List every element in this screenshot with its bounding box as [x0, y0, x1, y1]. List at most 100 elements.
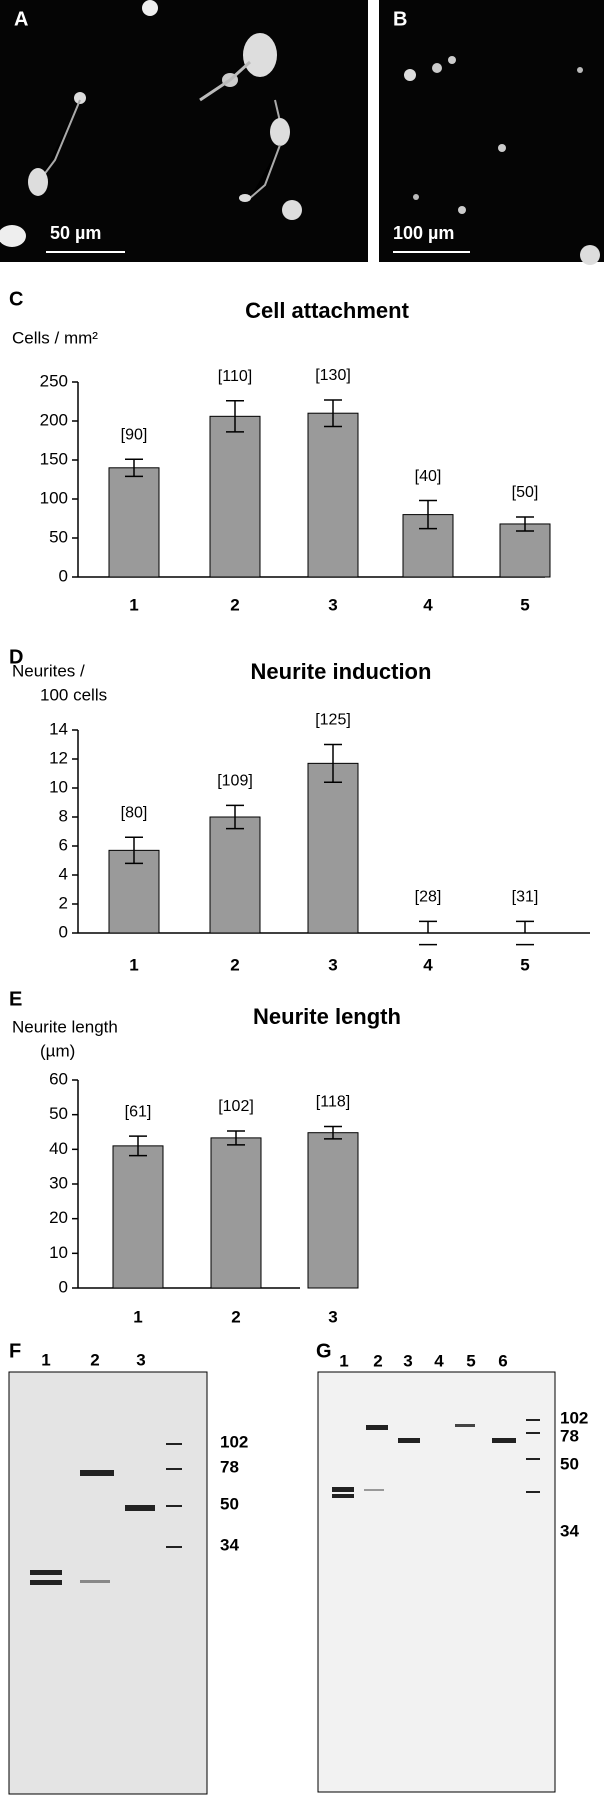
x-tick-label: 5	[520, 595, 529, 614]
bar	[499, 523, 551, 578]
n-label: [102]	[218, 1098, 254, 1115]
y-tick-label: 14	[49, 719, 68, 738]
x-tick-label: 4	[423, 595, 433, 614]
chart-title: Neurite induction	[251, 659, 432, 684]
n-label: [118]	[316, 1094, 350, 1111]
n-label: [90]	[121, 426, 148, 443]
chart-title: Neurite length	[253, 1004, 401, 1029]
panel-label: G	[316, 1340, 332, 1362]
marker-label: 50	[220, 1494, 239, 1513]
bar	[307, 762, 359, 934]
n-label: [110]	[218, 368, 252, 385]
micrograph-a: A 50 µm	[0, 0, 368, 262]
x-tick-label: 2	[230, 955, 239, 974]
marker-label: 102	[220, 1432, 248, 1451]
lane-label: 2	[373, 1351, 382, 1370]
bar	[307, 412, 359, 578]
marker-label: 50	[560, 1454, 579, 1473]
error-bar	[419, 920, 437, 946]
chart-title: Cell attachment	[245, 298, 409, 323]
y-axis-label: Cells / mm²	[12, 328, 98, 347]
panel-label: A	[14, 8, 28, 30]
panel-label: C	[9, 288, 23, 310]
x-tick-label: 5	[520, 955, 529, 974]
bar	[307, 1132, 359, 1289]
lane-label: 2	[90, 1350, 99, 1369]
n-label: [130]	[315, 367, 351, 384]
lane-label: 1	[339, 1351, 348, 1370]
y-tick-label: 60	[49, 1069, 68, 1088]
y-tick-label: 50	[49, 1104, 68, 1123]
scale-label: 100 µm	[393, 223, 454, 243]
marker-label: 34	[220, 1535, 239, 1554]
marker-label: 78	[220, 1457, 239, 1476]
bar	[210, 1137, 262, 1289]
panel-label: F	[9, 1340, 21, 1362]
x-tick-label: 2	[230, 595, 239, 614]
bar	[108, 467, 160, 578]
y-tick-label: 0	[59, 566, 68, 585]
y-tick-label: 200	[40, 410, 68, 429]
error-bar	[129, 1135, 147, 1157]
n-label: [125]	[315, 712, 351, 729]
marker-label: 78	[560, 1426, 579, 1445]
y-tick-label: 40	[49, 1139, 68, 1158]
y-tick-label: 10	[49, 1243, 68, 1262]
y-tick-label: 0	[59, 922, 68, 941]
y-tick-label: 10	[49, 777, 68, 796]
bar	[112, 1145, 164, 1289]
panel-label: D	[9, 646, 23, 668]
y-tick-label: 30	[49, 1173, 68, 1192]
n-label: [80]	[121, 805, 148, 822]
error-bar	[324, 743, 342, 783]
y-axis-label: Neurites /	[12, 661, 85, 680]
error-bar	[227, 1130, 245, 1146]
error-bar	[324, 1125, 342, 1140]
lane-label: 6	[498, 1351, 507, 1370]
gel-f	[8, 1371, 208, 1795]
lane-label: 5	[466, 1351, 475, 1370]
y-axis-label: 100 cells	[40, 685, 107, 704]
n-label: [28]	[415, 889, 442, 906]
gel-g	[317, 1371, 556, 1793]
error-bar	[125, 458, 143, 478]
error-bar	[226, 399, 244, 433]
error-bar	[419, 499, 437, 530]
y-axis-label: (µm)	[40, 1041, 75, 1060]
n-label: [31]	[512, 889, 539, 906]
scale-label: 50 µm	[50, 223, 101, 243]
n-label: [109]	[217, 773, 253, 790]
y-tick-label: 20	[49, 1208, 68, 1227]
y-tick-label: 12	[49, 748, 68, 767]
error-bar	[125, 836, 143, 865]
lane-label: 3	[136, 1350, 145, 1369]
x-tick-label: 3	[328, 955, 337, 974]
y-tick-label: 2	[59, 893, 68, 912]
marker-label: 34	[560, 1521, 579, 1540]
x-tick-label: 3	[328, 1307, 337, 1326]
error-bar	[226, 804, 244, 830]
n-label: [40]	[415, 468, 442, 485]
bar	[209, 816, 261, 934]
x-tick-label: 2	[231, 1307, 240, 1326]
panel-label: E	[9, 988, 22, 1010]
bar	[209, 415, 261, 578]
x-tick-label: 4	[423, 955, 433, 974]
error-bar	[324, 399, 342, 428]
n-label: [61]	[125, 1103, 152, 1120]
x-tick-label: 3	[328, 595, 337, 614]
marker-label: 102	[560, 1408, 588, 1427]
x-tick-label: 1	[133, 1307, 142, 1326]
error-bar	[516, 920, 534, 946]
y-tick-label: 8	[59, 806, 68, 825]
y-tick-label: 50	[49, 527, 68, 546]
micrograph-b: B 100 µm	[379, 0, 604, 265]
y-tick-label: 4	[59, 864, 68, 883]
y-tick-label: 150	[40, 449, 68, 468]
error-bar	[516, 516, 534, 532]
panel-label: B	[393, 8, 407, 30]
y-tick-label: 100	[40, 488, 68, 507]
y-tick-label: 6	[59, 835, 68, 854]
x-tick-label: 1	[129, 595, 138, 614]
